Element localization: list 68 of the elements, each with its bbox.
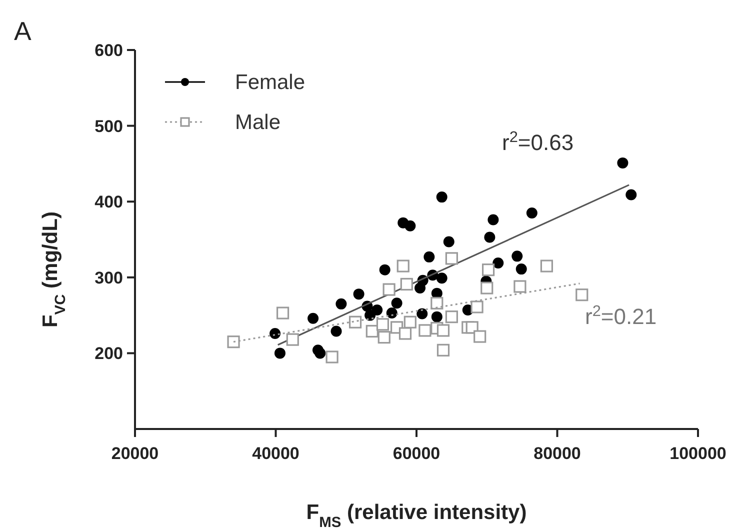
point: [308, 312, 319, 324]
point: [526, 207, 538, 218]
x-tick-label: 40000: [252, 444, 300, 463]
point: [424, 251, 435, 262]
point: [376, 318, 390, 331]
x-tick-label: 60000: [392, 444, 440, 463]
x-axis-title: F$_{MS}$ (relative intensity): [306, 501, 527, 531]
point: [576, 288, 588, 302]
x-tick-label: 20000: [111, 444, 159, 463]
point: [400, 278, 413, 291]
point: [474, 330, 486, 343]
point: [492, 258, 504, 268]
point: [443, 236, 454, 248]
point: [286, 333, 299, 346]
text: A: [14, 16, 32, 46]
point: [445, 252, 458, 265]
point: [626, 189, 637, 200]
point: [617, 157, 628, 168]
point: [470, 300, 484, 314]
point: [488, 214, 499, 226]
point: [436, 324, 450, 337]
point: [348, 316, 362, 328]
y-tick-label: 400: [94, 192, 123, 212]
point: [404, 316, 416, 328]
point: [379, 264, 390, 276]
point: [436, 192, 448, 203]
point: [404, 220, 416, 232]
point: [418, 324, 432, 337]
point: [416, 308, 428, 320]
point: [382, 283, 396, 296]
point: [514, 280, 526, 293]
point: [431, 311, 442, 322]
point: [326, 350, 338, 364]
point: [276, 306, 290, 320]
y-tick-label: 200: [94, 344, 123, 364]
point: [516, 264, 527, 275]
point: [480, 282, 494, 294]
legend-label: Female: [235, 71, 306, 94]
point: [270, 328, 281, 339]
point: [274, 348, 286, 359]
point: [482, 264, 495, 276]
point: [227, 336, 240, 348]
y-tick-label: 300: [94, 268, 123, 288]
point: [512, 250, 523, 262]
point: [436, 272, 448, 284]
point: [540, 260, 553, 272]
x-tick-label: 100000: [670, 444, 726, 463]
point: [353, 288, 364, 300]
y-tick-label: 500: [94, 116, 123, 136]
point: [366, 324, 378, 338]
point: [391, 298, 402, 309]
point: [484, 232, 496, 243]
point: [445, 310, 458, 324]
x-tick-label: 80000: [534, 444, 581, 463]
point: [386, 308, 398, 319]
y-tick-label: 600: [94, 41, 123, 60]
point: [314, 348, 326, 359]
point: [372, 304, 383, 316]
point: [398, 327, 412, 340]
point: [436, 344, 450, 356]
annotation: r$^{2}$=0.21: [585, 302, 657, 329]
point: [336, 298, 347, 310]
point: [330, 326, 342, 337]
legend-label: Male: [235, 111, 281, 134]
annotation: r$^{2}$=0.63: [502, 128, 574, 155]
point: [378, 330, 390, 344]
point: [396, 260, 410, 272]
point: [430, 296, 444, 310]
